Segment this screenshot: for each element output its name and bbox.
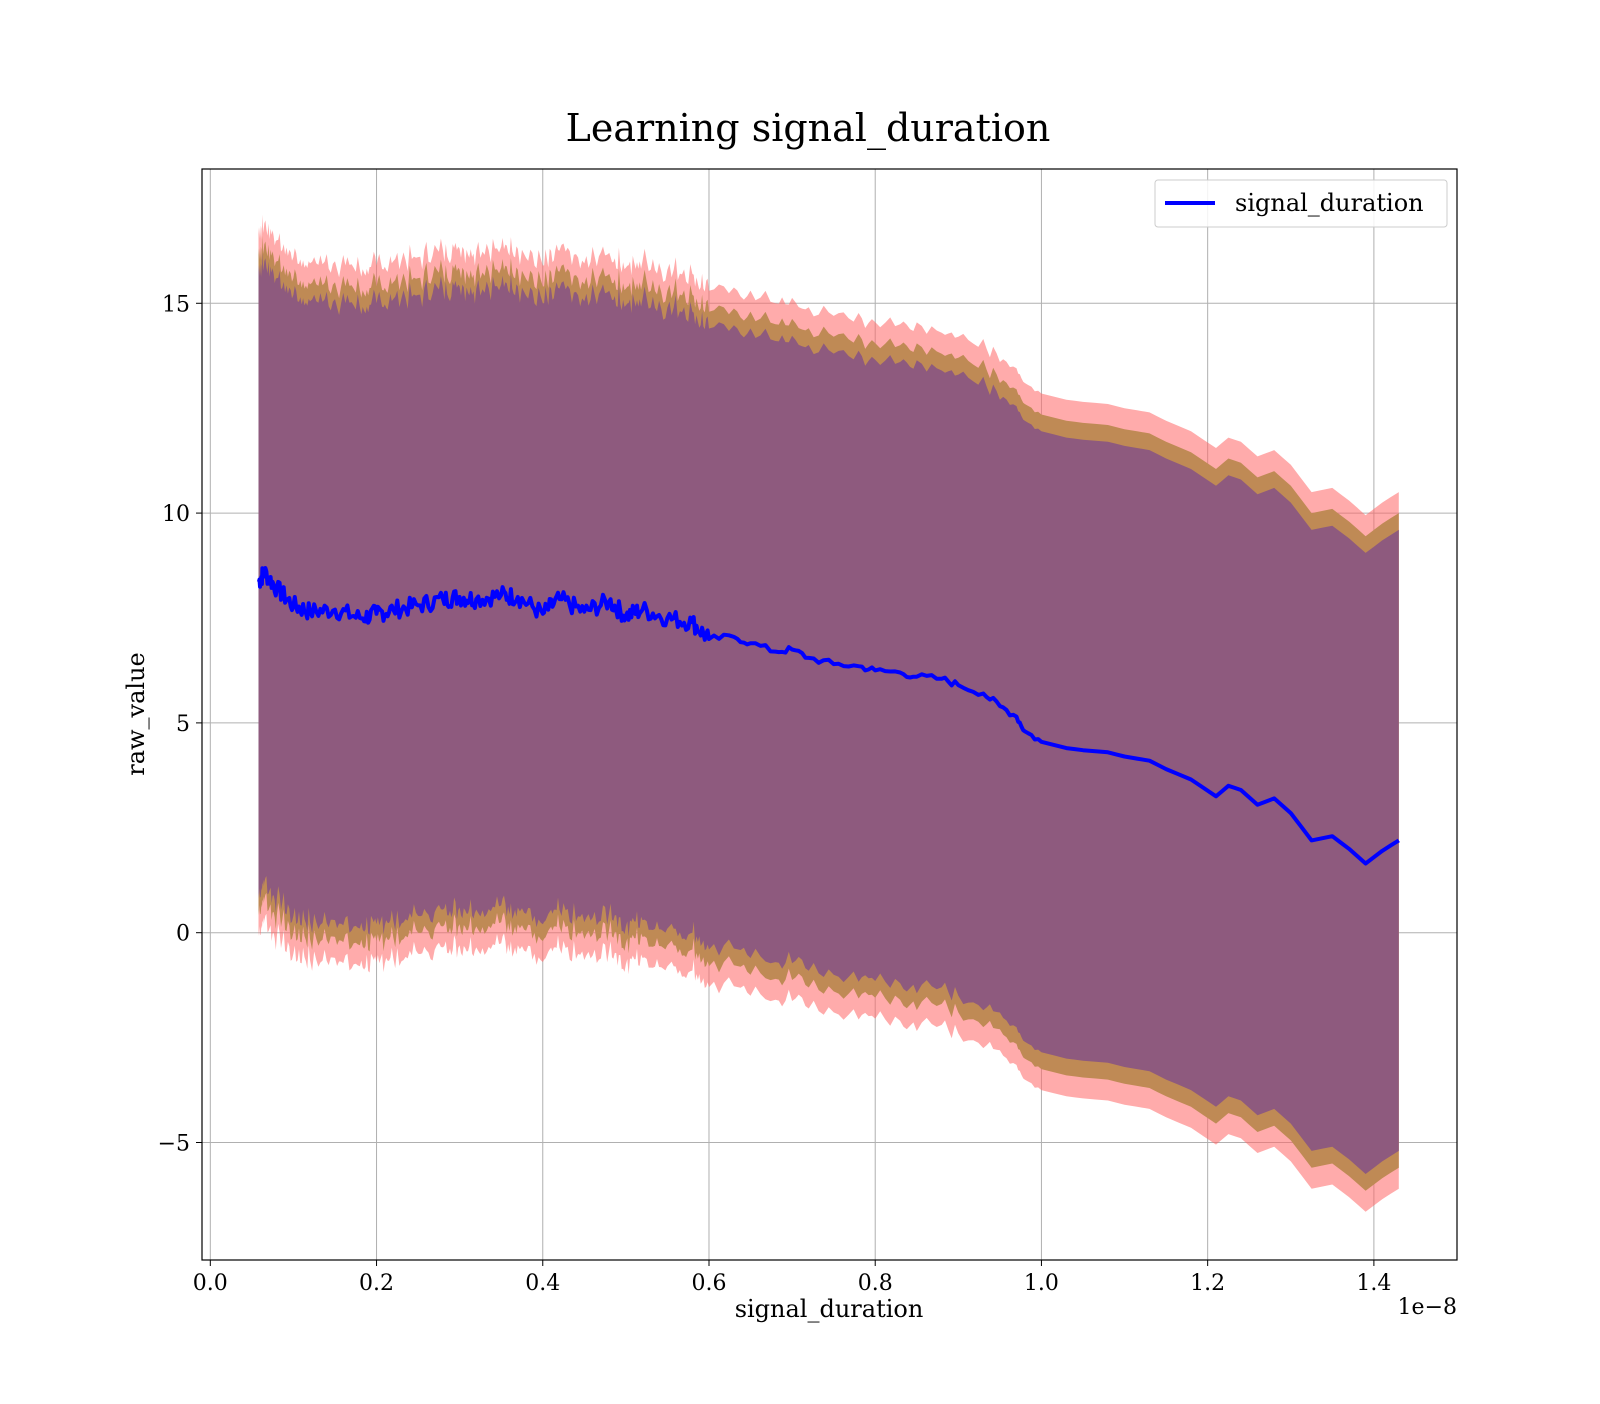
y-tick-label: 5 (176, 712, 190, 737)
y-tick-label: −5 (158, 1132, 190, 1157)
confidence-bands (258, 214, 1399, 1212)
x-tick-label: 1.2 (1190, 1271, 1225, 1296)
x-offset-text: 1e−8 (1398, 1295, 1457, 1320)
x-tick-label: 0.8 (858, 1271, 893, 1296)
y-tick-label: 0 (176, 922, 190, 947)
y-tick-label: 15 (162, 292, 190, 317)
legend-box (1154, 179, 1448, 228)
x-tick-label: 0.6 (691, 1271, 726, 1296)
x-tick-label: 1.0 (1024, 1271, 1059, 1296)
axis-ticks: 0.0 0.2 0.4 0.6 0.8 1.0 1.2 1.4 −5 0 5 10 15 (158, 292, 1392, 1296)
legend: signal_duration (1154, 179, 1448, 228)
x-tick-label: 0.4 (525, 1271, 560, 1296)
series-line-signal-duration (256, 566, 1400, 866)
series-lines (256, 566, 1400, 866)
plot-frame (201, 168, 1458, 1261)
x-tick-label: 0.2 (359, 1271, 394, 1296)
x-tick-label: 0.0 (193, 1271, 228, 1296)
chart-title: Learning signal_duration (566, 106, 1051, 151)
legend-label: signal_duration (1235, 189, 1424, 217)
x-tick-label: 1.4 (1356, 1271, 1391, 1296)
y-axis-label: raw_value (122, 652, 150, 776)
y-tick-label: 10 (162, 502, 190, 527)
confidence-band-3 (258, 252, 1399, 1174)
x-axis-label: signal_duration (735, 1295, 924, 1323)
